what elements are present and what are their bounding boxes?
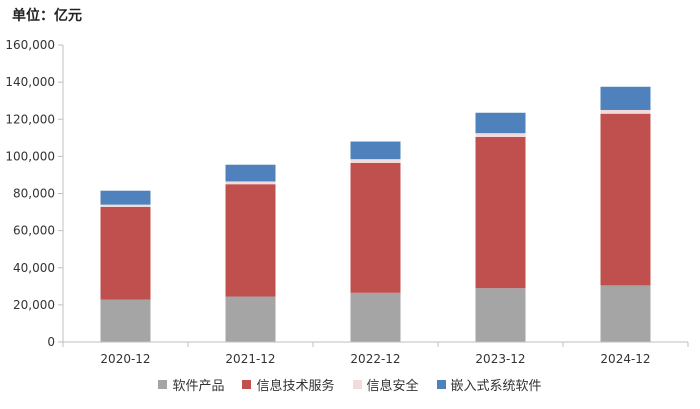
y-tick-label: 60,000 [13, 224, 55, 238]
legend-swatch [436, 380, 446, 389]
bar-segment [475, 288, 526, 342]
bar-segment [350, 159, 401, 163]
bar-segment [475, 133, 526, 137]
legend-swatch [158, 380, 168, 389]
bar-segment [350, 141, 401, 160]
x-tick-label: 2021-12 [225, 352, 275, 366]
legend-item: 软件产品 [158, 375, 224, 394]
bar-segment [475, 136, 526, 289]
legend-label: 信息技术服务 [256, 379, 335, 394]
y-tick-label: 40,000 [13, 261, 55, 275]
y-tick-label: 120,000 [5, 112, 55, 126]
legend-label: 信息安全 [366, 379, 419, 394]
bar-segment [600, 285, 651, 342]
bar-segment [475, 112, 526, 134]
legend-item: 信息安全 [352, 375, 419, 394]
bar-segment [350, 292, 401, 342]
x-tick-label: 2020-12 [100, 352, 150, 366]
bar-segment [100, 299, 151, 342]
legend-item: 嵌入式系统软件 [436, 375, 542, 394]
bar-segment [350, 162, 401, 293]
legend-swatch [352, 380, 362, 389]
bar-segment [225, 296, 276, 342]
bar-segment [100, 206, 151, 300]
unit-label: 单位：亿元 [12, 8, 82, 24]
bar-segment [225, 181, 276, 185]
y-axis: 0 20,000 40,000 60,000 80,000 100,000 120,000 1… [5, 38, 64, 349]
x-tick-label: 2023-12 [475, 352, 525, 366]
x-tick-label: 2022-12 [350, 352, 400, 366]
legend-swatch [242, 380, 252, 389]
bar-segment [225, 164, 276, 182]
bar-segment [225, 184, 276, 297]
bars [100, 86, 651, 342]
bar-segment [600, 113, 651, 286]
y-tick-label: 100,000 [5, 149, 55, 163]
legend-label: 嵌入式系统软件 [450, 379, 542, 394]
legend: 软件产品 信息技术服务 信息安全 嵌入式系统软件 [0, 375, 700, 394]
bar-segment [100, 204, 151, 207]
y-tick-label: 80,000 [13, 187, 55, 201]
y-tick-label: 0 [47, 335, 55, 349]
x-tick-label: 2024-12 [600, 352, 650, 366]
legend-label: 软件产品 [172, 379, 225, 394]
bar-segment [100, 190, 151, 205]
y-tick-label: 160,000 [5, 38, 55, 52]
x-axis: 2020-12 2021-12 2022-12 2023-12 2024-12 [62, 341, 689, 366]
y-tick-label: 140,000 [5, 75, 55, 89]
bar-segment [600, 86, 651, 110]
bar-segment [600, 109, 651, 114]
y-tick-label: 20,000 [13, 298, 55, 312]
legend-item: 信息技术服务 [242, 375, 335, 394]
